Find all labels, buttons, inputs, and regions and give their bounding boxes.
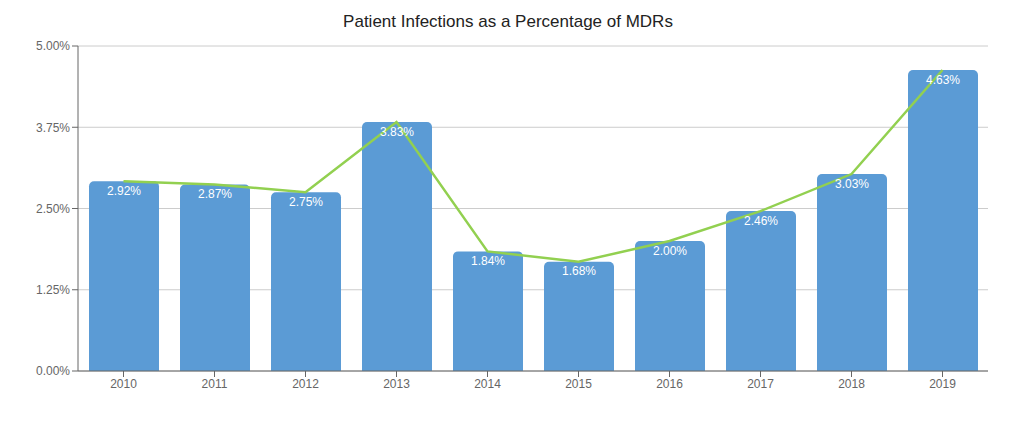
svg-text:4.63%: 4.63%	[926, 73, 960, 87]
svg-text:2010: 2010	[110, 377, 137, 391]
svg-text:2012: 2012	[292, 377, 319, 391]
svg-text:2.50%: 2.50%	[36, 202, 70, 216]
svg-text:1.84%: 1.84%	[471, 254, 505, 268]
svg-text:2.46%: 2.46%	[744, 214, 778, 228]
svg-text:2.00%: 2.00%	[653, 244, 687, 258]
svg-text:3.03%: 3.03%	[835, 177, 869, 191]
svg-text:2019: 2019	[929, 377, 956, 391]
svg-text:5.00%: 5.00%	[36, 39, 70, 53]
svg-text:2016: 2016	[656, 377, 683, 391]
svg-text:1.25%: 1.25%	[36, 283, 70, 297]
svg-text:2014: 2014	[474, 377, 501, 391]
html-text:Patient Infections as a Percen: Patient Infections as a Percentage of MD…	[343, 12, 673, 31]
svg-text:2011: 2011	[202, 377, 228, 391]
svg-text:2.87%: 2.87%	[198, 187, 232, 201]
svg-text:2017: 2017	[747, 377, 774, 391]
svg-text:1.68%: 1.68%	[562, 264, 596, 278]
svg-text:2018: 2018	[838, 377, 865, 391]
svg-text:2013: 2013	[383, 377, 410, 391]
svg-text:0.00%: 0.00%	[36, 364, 70, 378]
svg-text:3.83%: 3.83%	[380, 125, 414, 139]
svg-text:2015: 2015	[565, 377, 592, 391]
svg-text:2.92%: 2.92%	[107, 184, 141, 198]
svg-text:2.75%: 2.75%	[289, 195, 323, 209]
svg-text:3.75%: 3.75%	[36, 121, 70, 135]
